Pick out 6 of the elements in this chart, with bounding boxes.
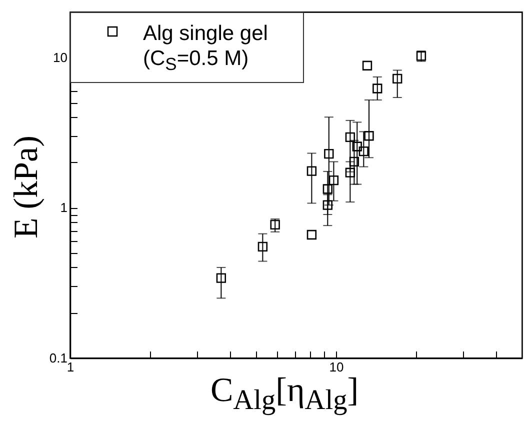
y-tick-label: 0.1 xyxy=(49,350,68,366)
y-tick-label: 10 xyxy=(53,50,68,65)
y-axis-title: E (kPa) xyxy=(8,134,46,240)
y-tick-label: 1 xyxy=(60,200,68,216)
x-axis-title: C$_{Alg}$[η$_{Alg}$] xyxy=(210,372,359,416)
legend-label: Alg single gel (C$_{S}$=0.5 M) xyxy=(143,21,268,76)
